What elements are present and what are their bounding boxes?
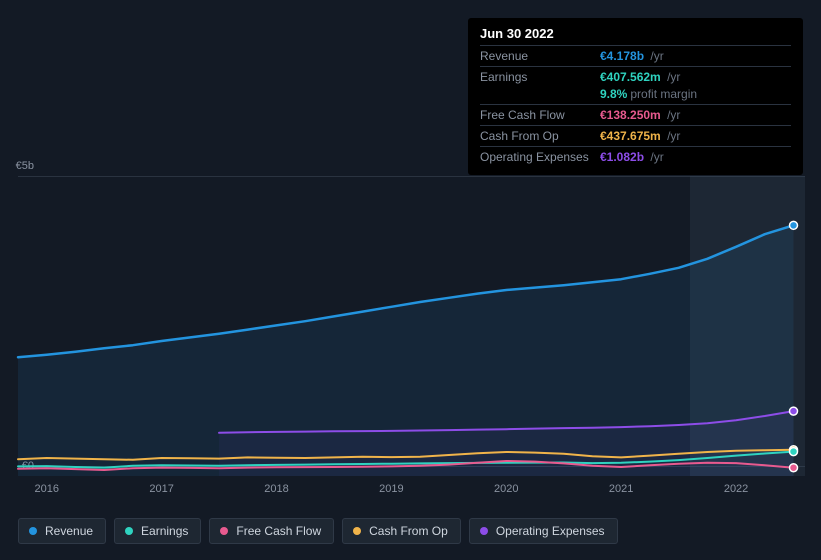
series-end-marker-revenue [790, 221, 798, 229]
tooltip-row-fcf: Free Cash Flow€138.250m /yr [480, 104, 791, 125]
legend-item-fcf[interactable]: Free Cash Flow [209, 518, 334, 544]
series-end-marker-operating_expenses [790, 407, 798, 415]
legend-item-cfo[interactable]: Cash From Op [342, 518, 461, 544]
x-tick: 2021 [609, 483, 633, 495]
x-tick: 2022 [724, 483, 748, 495]
legend-label: Operating Expenses [496, 524, 605, 538]
x-tick: 2019 [379, 483, 403, 495]
tooltip-label: Free Cash Flow [480, 108, 600, 122]
series-end-marker-earnings [790, 448, 798, 456]
legend-swatch-icon [125, 527, 133, 535]
tooltip-value: €407.562m /yr [600, 70, 680, 84]
x-tick: 2017 [149, 483, 173, 495]
tooltip-date: Jun 30 2022 [480, 26, 791, 45]
legend-item-earnings[interactable]: Earnings [114, 518, 201, 544]
legend-label: Free Cash Flow [236, 524, 321, 538]
chart-svg [18, 176, 805, 476]
legend-item-revenue[interactable]: Revenue [18, 518, 106, 544]
tooltip-value: €437.675m /yr [600, 129, 680, 143]
tooltip-row-earnings: Earnings€407.562m /yr [480, 66, 791, 87]
tooltip-row-opex: Operating Expenses€1.082b /yr [480, 146, 791, 167]
x-axis: 2016 2017 2018 2019 2020 2021 2022 [18, 483, 805, 499]
legend-swatch-icon [29, 527, 37, 535]
tooltip-value: €138.250m /yr [600, 108, 680, 122]
legend-item-opex[interactable]: Operating Expenses [469, 518, 618, 544]
tooltip-value: €1.082b /yr [600, 150, 664, 164]
legend-label: Cash From Op [369, 524, 448, 538]
x-tick: 2016 [34, 483, 58, 495]
tooltip-value: €4.178b /yr [600, 49, 664, 63]
tooltip-label: Operating Expenses [480, 150, 600, 164]
tooltip-label: Cash From Op [480, 129, 600, 143]
tooltip-row-cfo: Cash From Op€437.675m /yr [480, 125, 791, 146]
y-tick-max: €5b [0, 160, 34, 172]
tooltip-label: Earnings [480, 70, 600, 84]
legend: Revenue Earnings Free Cash Flow Cash From O… [18, 518, 618, 544]
legend-swatch-icon [480, 527, 488, 535]
tooltip-label: Revenue [480, 49, 600, 63]
chart-plot-area[interactable] [18, 176, 805, 476]
x-tick: 2018 [264, 483, 288, 495]
legend-swatch-icon [353, 527, 361, 535]
legend-label: Earnings [141, 524, 188, 538]
legend-swatch-icon [220, 527, 228, 535]
tooltip-row-revenue: Revenue€4.178b /yr [480, 45, 791, 66]
series-end-marker-free_cash_flow [790, 464, 798, 472]
x-tick: 2020 [494, 483, 518, 495]
tooltip-subrow-earnings: 9.8% profit margin [480, 87, 791, 104]
legend-label: Revenue [45, 524, 93, 538]
data-tooltip: Jun 30 2022 Revenue€4.178b /yrEarnings€4… [468, 18, 803, 175]
